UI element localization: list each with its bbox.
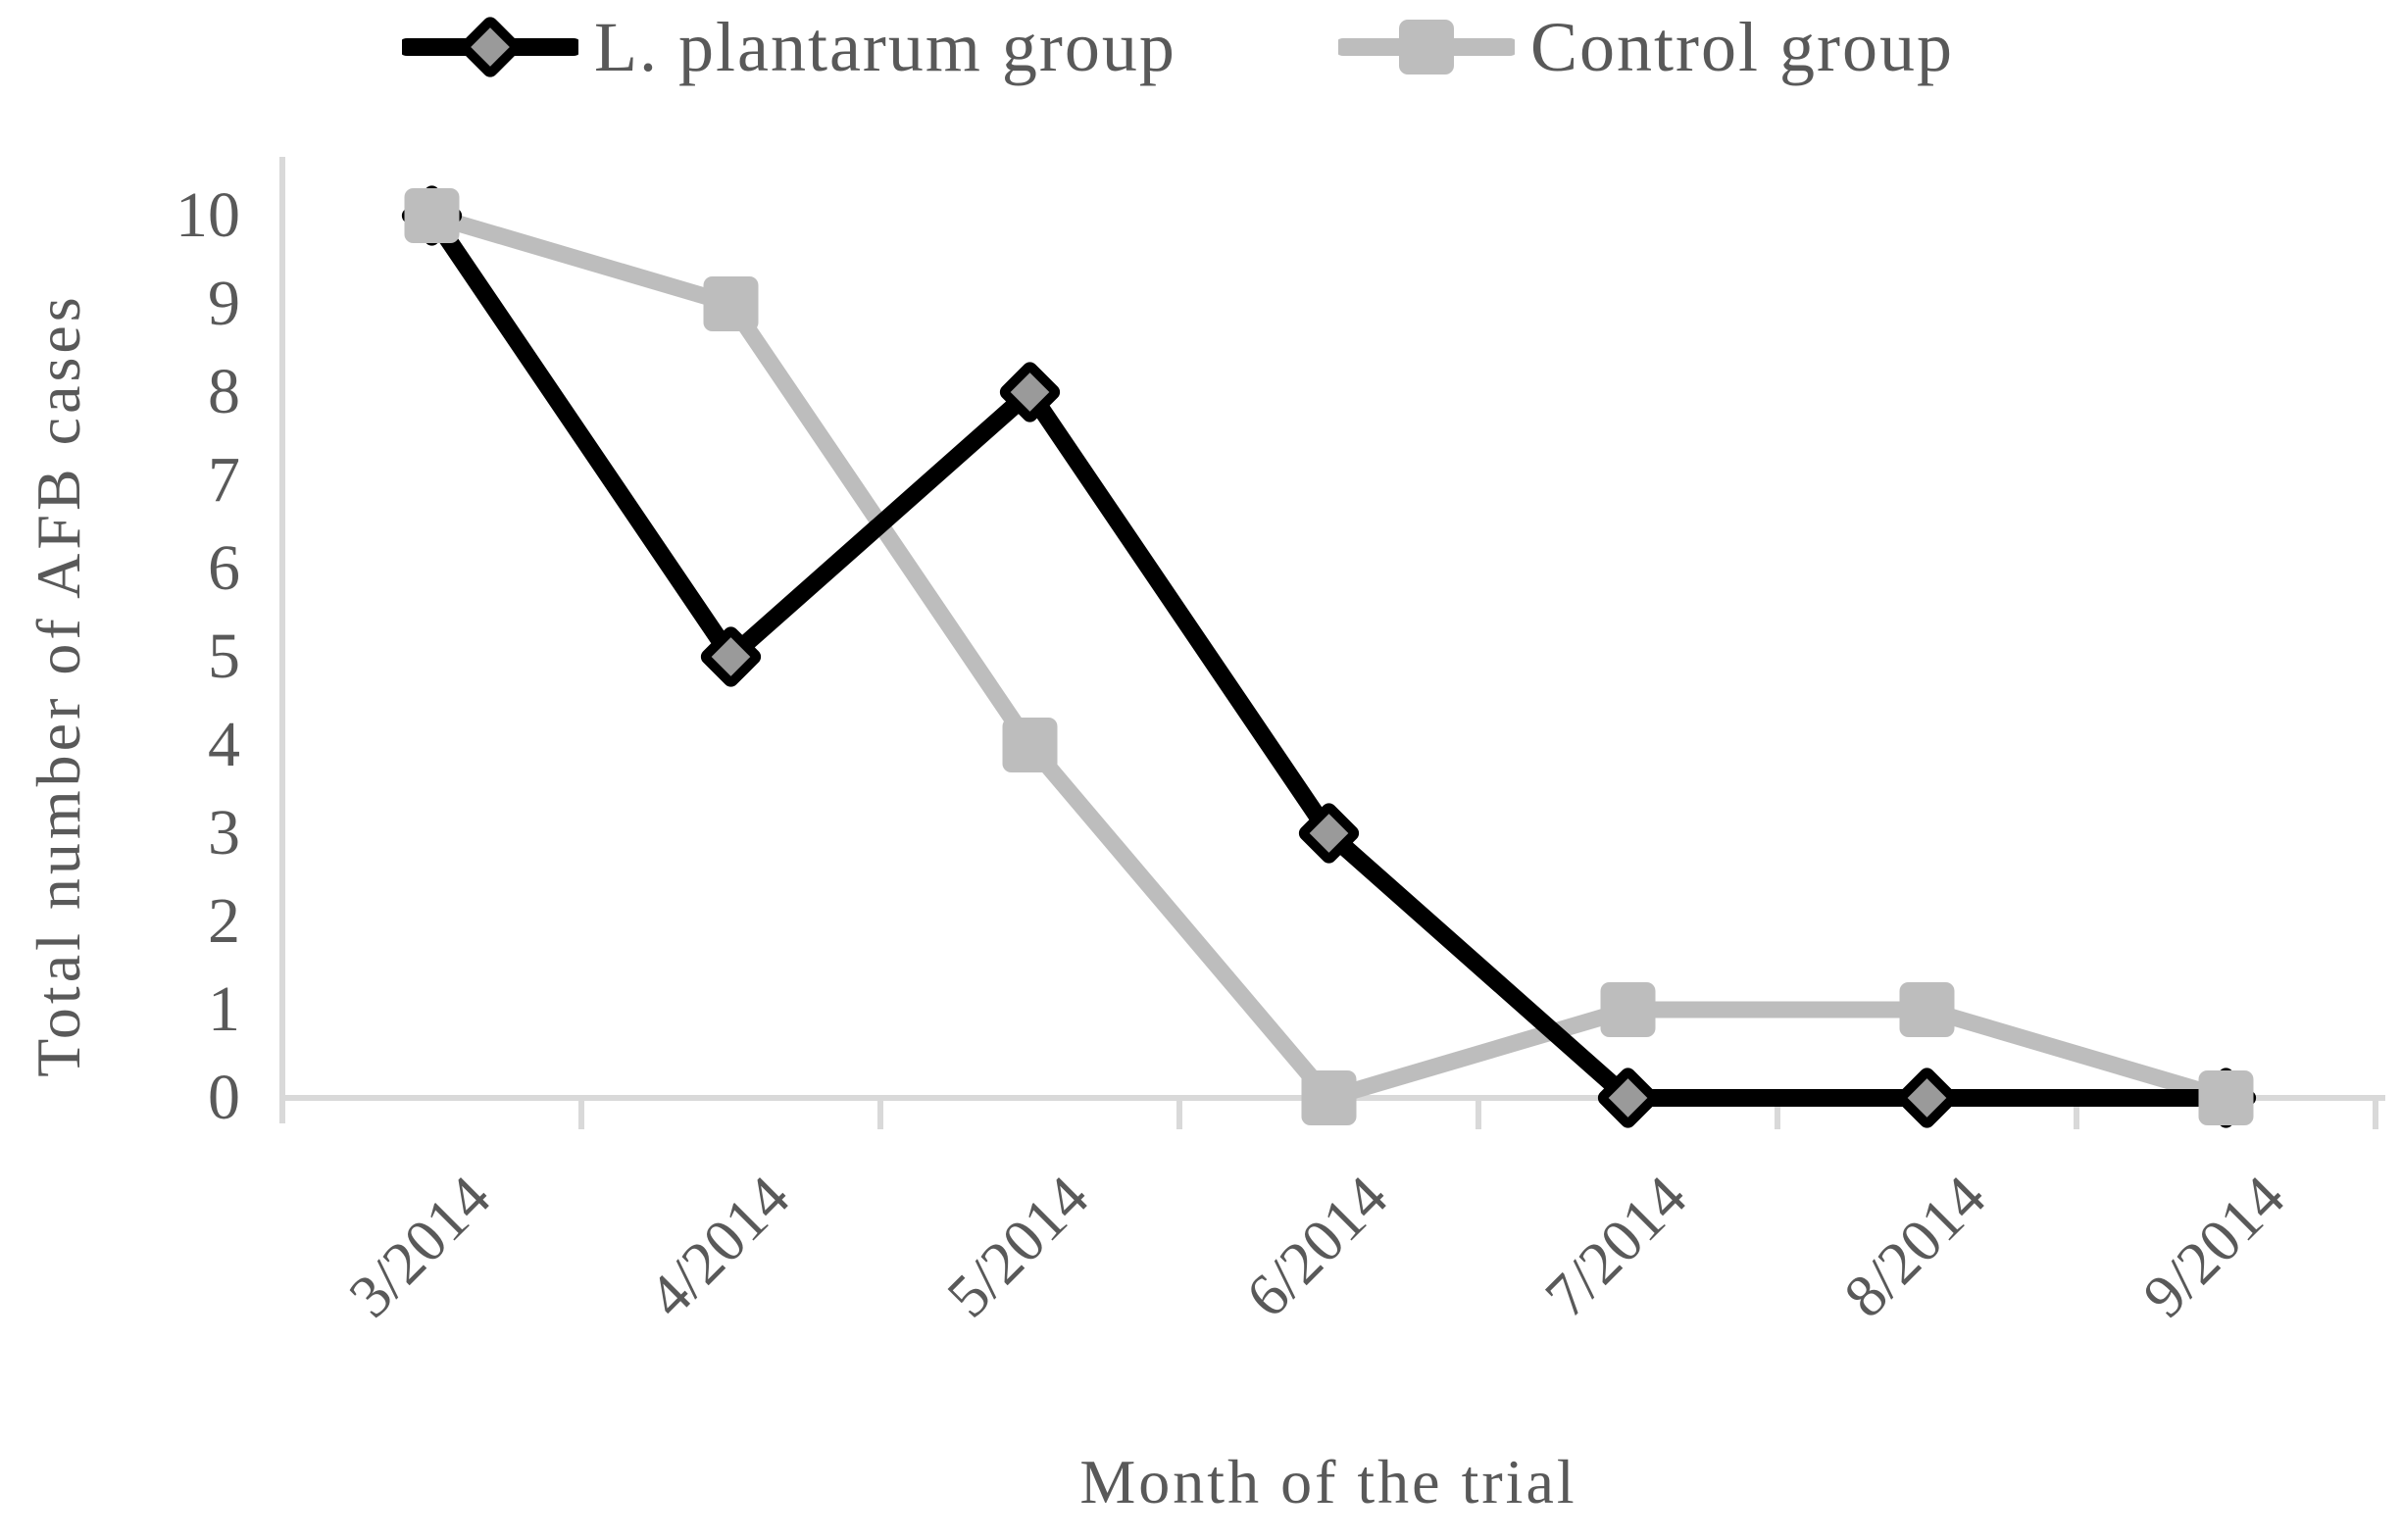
y-tick-label: 5 xyxy=(208,621,240,692)
legend-label-control: Control group xyxy=(1530,8,1954,86)
plantarum-line-marker-sample-icon xyxy=(402,17,578,77)
y-tick-label: 7 xyxy=(208,444,240,516)
control-square-marker xyxy=(703,276,759,331)
y-axis-title: Total number of AFB cases xyxy=(24,293,93,1077)
legend-item-control: Control group xyxy=(1338,8,1954,86)
y-tick-label: 3 xyxy=(208,797,240,869)
plantarum-diamond-marker xyxy=(700,626,762,687)
y-tick-label: 0 xyxy=(208,1062,240,1133)
plantarum-diamond-marker xyxy=(999,362,1061,422)
plantarum-diamond-marker xyxy=(1298,803,1360,864)
control-square-marker xyxy=(1899,982,1955,1037)
control-square-marker xyxy=(2198,1070,2254,1125)
control-square-marker xyxy=(1301,1070,1357,1125)
y-tick-label: 10 xyxy=(175,179,240,251)
control-square-marker xyxy=(1002,718,1058,772)
y-tick-label: 8 xyxy=(208,356,240,427)
x-axis-title: Month of the trial xyxy=(1079,1447,1577,1516)
control-square-marker xyxy=(404,188,460,243)
y-tick-label: 4 xyxy=(208,709,240,780)
control-square-marker xyxy=(1399,20,1454,75)
control-line-marker-sample-icon xyxy=(1338,20,1515,75)
plantarum-diamond-marker xyxy=(1896,1068,1958,1128)
plantarum-diamond-marker xyxy=(1597,1068,1659,1128)
legend-label-plantarum: L. plantarum group xyxy=(594,8,1176,86)
y-tick-label: 9 xyxy=(208,268,240,339)
legend-item-plantarum: L. plantarum group xyxy=(402,8,1176,86)
y-tick-label: 2 xyxy=(208,885,240,957)
y-tick-label: 6 xyxy=(208,532,240,604)
y-tick-label: 1 xyxy=(208,973,240,1045)
control-square-marker xyxy=(1600,982,1656,1037)
plantarum-diamond-marker xyxy=(460,17,521,77)
